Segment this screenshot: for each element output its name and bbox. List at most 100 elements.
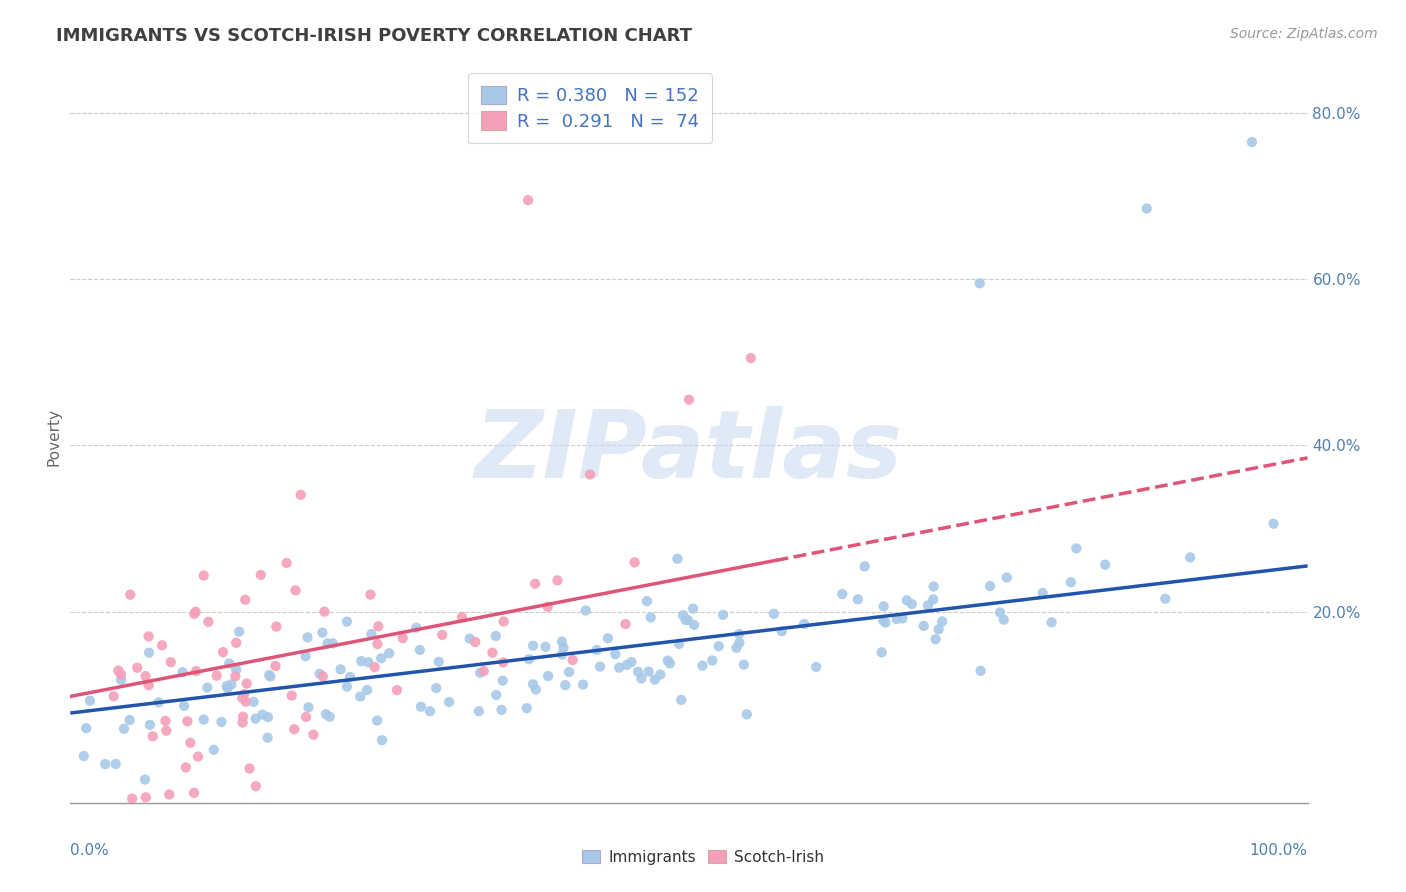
Point [315,707,337,722]
Point [682,601,704,615]
Point [318,709,340,723]
Point [524,576,547,591]
Point [870,645,893,659]
Point [630,672,652,686]
Point [359,588,381,602]
Point [256,731,278,745]
Point [138,678,160,692]
Point [159,655,181,669]
Point [311,625,333,640]
Point [232,709,254,723]
Point [481,646,503,660]
Point [1263,516,1285,531]
Point [405,621,427,635]
Point [561,653,583,667]
Point [110,673,132,687]
Point [118,713,141,727]
Point [522,677,544,691]
Point [103,690,125,704]
Point [360,627,382,641]
Point [1040,615,1063,630]
Point [139,718,162,732]
Point [1094,558,1116,572]
Point [683,618,706,632]
Point [692,658,714,673]
Point [872,599,894,614]
Point [886,612,908,626]
Point [349,690,371,704]
Point [419,704,441,718]
Point [733,657,755,672]
Point [891,611,914,625]
Point [150,638,173,652]
Point [1066,541,1088,556]
Point [666,551,689,566]
Point [183,786,205,800]
Point [524,682,547,697]
Point [295,710,318,724]
Point [134,669,156,683]
Point [215,679,238,693]
Point [572,678,595,692]
Point [616,657,638,672]
Point [233,592,256,607]
Point [363,660,385,674]
Point [367,619,389,633]
Point [245,712,267,726]
Point [281,689,304,703]
Point [627,665,650,679]
Point [979,579,1001,593]
Point [678,392,700,407]
Point [516,701,538,715]
Point [491,703,513,717]
Point [585,643,607,657]
Point [458,632,481,646]
Point [409,699,432,714]
Point [762,607,785,621]
Point [432,628,454,642]
Point [370,651,392,665]
Point [558,665,581,679]
Point [312,669,335,683]
Point [875,615,897,630]
Point [174,760,197,774]
Point [728,636,751,650]
Point [264,659,287,673]
Point [350,654,373,668]
Point [205,668,228,682]
Point [121,791,143,805]
Point [554,678,576,692]
Point [110,667,132,681]
Point [73,749,96,764]
Point [179,736,201,750]
Point [378,646,401,660]
Point [551,648,574,662]
Point [184,605,207,619]
Point [134,772,156,787]
Point [669,693,692,707]
Point [385,683,408,698]
Point [357,655,380,669]
Point [235,695,257,709]
Point [120,588,142,602]
Text: 100.0%: 100.0% [1250,843,1308,858]
Point [197,615,219,629]
Point [988,605,1011,619]
Point [485,629,508,643]
Point [283,723,305,737]
Point [157,788,180,802]
Point [901,597,924,611]
Point [735,707,758,722]
Point [492,656,515,670]
Point [517,652,540,666]
Point [464,635,486,649]
Text: IMMIGRANTS VS SCOTCH-IRISH POVERTY CORRELATION CHART: IMMIGRANTS VS SCOTCH-IRISH POVERTY CORRE… [56,27,692,45]
Point [620,655,643,669]
Point [675,613,697,627]
Point [846,592,869,607]
Point [316,636,339,650]
Point [276,556,298,570]
Point [391,631,413,645]
Point [534,640,557,654]
Point [537,599,560,614]
